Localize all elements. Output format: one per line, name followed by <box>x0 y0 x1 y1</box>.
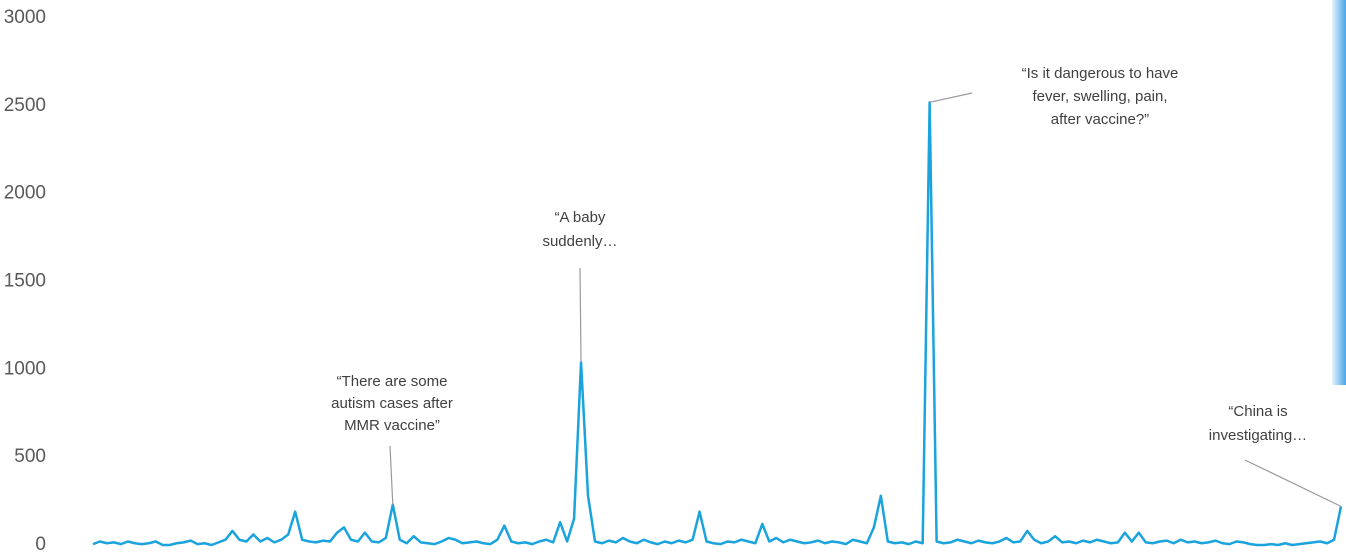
annotation: “There are some <box>337 373 448 390</box>
y-tick-label: 2500 <box>4 95 46 116</box>
y-tick-label: 0 <box>35 534 46 555</box>
data-line <box>93 102 1341 545</box>
annotation: “A baby <box>555 209 606 226</box>
y-tick-label: 1000 <box>4 358 46 379</box>
y-tick-label: 500 <box>14 446 46 467</box>
y-tick-label: 3000 <box>4 7 46 28</box>
annotation: “Is it dangerous to have <box>1022 65 1179 82</box>
y-tick-label: 2000 <box>4 183 46 204</box>
annotation: suddenly… <box>542 233 617 250</box>
y-tick-label: 1500 <box>4 271 46 292</box>
annotation: after vaccine?” <box>1051 111 1149 128</box>
annotation-leader <box>390 446 393 505</box>
annotation-leader <box>1245 460 1341 506</box>
annotation-leader <box>930 93 972 102</box>
annotation: MMR vaccine” <box>344 417 440 434</box>
annotation: investigating… <box>1209 427 1307 444</box>
chart: 0 500 1000 1500 2000 2500 3000 “There are some a… <box>0 0 1346 556</box>
annotation: autism cases after <box>331 395 453 412</box>
annotation-leader <box>580 268 581 362</box>
annotation: “China is <box>1228 403 1287 420</box>
decor-strip <box>1332 0 1346 385</box>
annotation: fever, swelling, pain, <box>1032 88 1167 105</box>
